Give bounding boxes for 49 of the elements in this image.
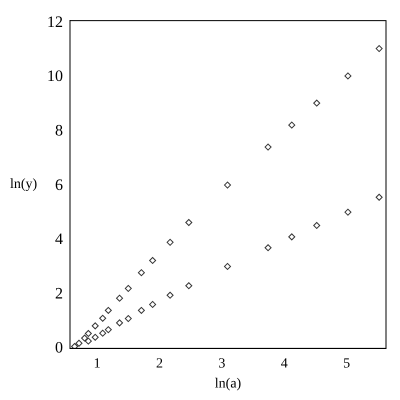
x-tick-label: 4 — [280, 356, 288, 372]
x-tick-label: 1 — [94, 356, 101, 372]
point — [288, 122, 296, 129]
point — [84, 330, 92, 337]
point — [99, 330, 106, 337]
point — [313, 100, 320, 107]
point — [81, 334, 88, 342]
point — [185, 218, 192, 226]
point — [264, 244, 272, 252]
point — [224, 182, 231, 189]
point — [124, 284, 132, 292]
point — [149, 256, 156, 264]
x-tick-label: 3 — [218, 356, 226, 372]
point — [71, 343, 78, 348]
point — [344, 72, 352, 80]
point — [166, 238, 174, 246]
x-tick-label: 5 — [343, 356, 350, 372]
point — [116, 294, 124, 302]
y-tick-label: 4 — [55, 231, 63, 248]
point — [376, 45, 383, 52]
point — [116, 319, 124, 326]
y-tick-label: 2 — [55, 285, 63, 302]
point — [138, 306, 145, 314]
point — [224, 262, 231, 270]
point — [99, 314, 106, 322]
y-tick-label: 0 — [55, 340, 63, 357]
y-axis-title: ln(y) — [10, 177, 38, 192]
point — [264, 144, 272, 151]
point — [84, 338, 92, 345]
y-tick-label: 10 — [47, 68, 63, 86]
point — [288, 233, 296, 240]
x-axis-title: ln(a) — [214, 376, 242, 392]
point — [185, 282, 192, 290]
x-tick-label: 2 — [156, 356, 163, 372]
y-tick-label: 6 — [55, 176, 63, 194]
point — [92, 334, 99, 341]
point — [344, 208, 352, 216]
point — [313, 222, 320, 229]
point — [92, 322, 99, 330]
point — [124, 315, 132, 322]
point — [104, 306, 112, 314]
y-tick-label: 12 — [47, 14, 63, 31]
point — [104, 326, 112, 334]
point — [75, 340, 82, 347]
point — [376, 194, 383, 201]
point — [166, 292, 174, 299]
y-tick-label: 8 — [55, 122, 63, 140]
point — [138, 269, 145, 276]
point — [149, 300, 156, 308]
